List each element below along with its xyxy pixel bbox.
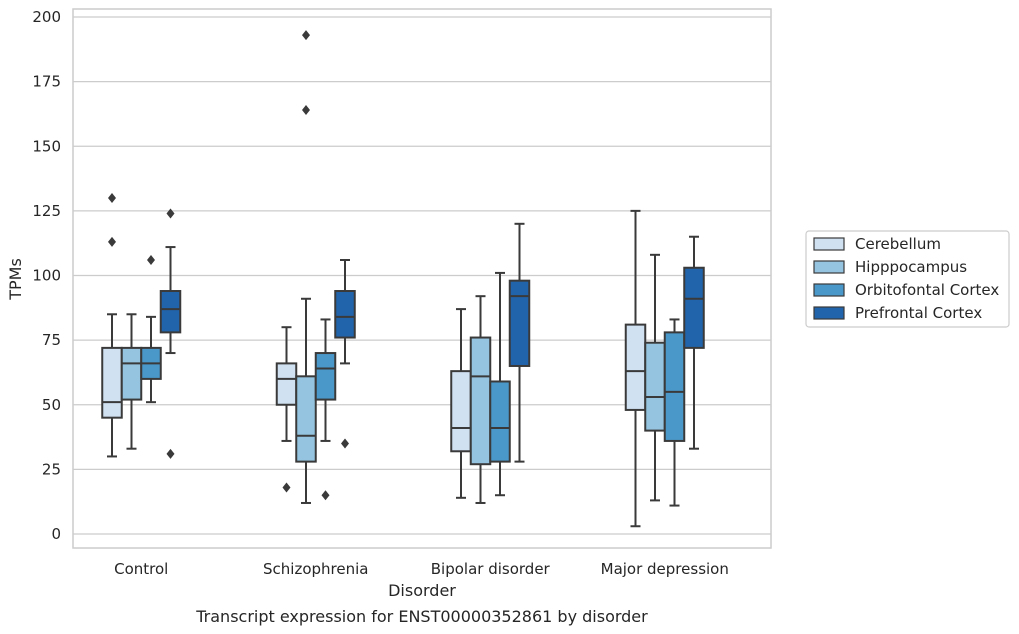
box-hipppocampus <box>295 30 317 504</box>
box-iqr <box>508 279 531 367</box>
box-orbitofontal-cortex <box>663 318 686 507</box>
box-orbitofontal-cortex <box>140 254 162 404</box>
outlier-point <box>108 236 116 247</box>
y-tick-label: 150 <box>32 137 61 155</box>
chart-caption: Transcript expression for ENST0000035286… <box>195 607 648 626</box>
outlier-point <box>282 482 291 493</box>
box-iqr <box>644 341 666 432</box>
legend-label: Orbitofontal Cortex <box>855 281 999 299</box>
box-cerebellum <box>275 326 298 493</box>
box-iqr <box>469 336 492 466</box>
box-prefrontal-cortex <box>159 208 182 459</box>
y-tick-label: 25 <box>42 460 61 478</box>
y-axis-title: TPMs <box>6 258 25 301</box>
box-prefrontal-cortex <box>508 222 531 463</box>
box-iqr <box>120 346 143 401</box>
gridlines <box>73 16 771 535</box>
box-prefrontal-cortex <box>683 235 705 450</box>
legend-frame <box>805 230 1010 328</box>
y-tick-label: 175 <box>32 73 61 91</box>
y-tick-label: 50 <box>42 396 61 414</box>
box-iqr <box>663 331 686 442</box>
outlier-point <box>166 448 175 459</box>
plot-area-frame <box>72 8 772 549</box>
y-tick-label: 125 <box>32 202 61 220</box>
legend-label: Hipppocampus <box>855 258 967 276</box>
box-iqr <box>334 290 356 339</box>
box-prefrontal-cortex <box>334 258 356 449</box>
box-cerebellum <box>101 192 123 458</box>
y-axis-ticks: 0 25 50 75 100 125 150 175 200 <box>32 8 61 543</box>
y-tick-label: 100 <box>32 267 61 285</box>
box-iqr <box>489 380 511 463</box>
legend-swatch <box>813 306 845 320</box>
box-iqr <box>683 266 705 349</box>
legend-swatch <box>813 260 845 274</box>
y-tick-label: 0 <box>51 525 61 543</box>
box-iqr <box>624 323 647 411</box>
box-hipppocampus <box>644 253 666 502</box>
box-iqr <box>314 352 337 401</box>
y-tick-label: 200 <box>32 8 61 26</box>
legend-swatch <box>813 283 845 297</box>
legend-label: Cerebellum <box>855 235 941 253</box>
x-tick-label: Control <box>114 560 168 578</box>
box-orbitofontal-cortex <box>314 318 337 501</box>
outlier-point <box>147 254 155 265</box>
outlier-point <box>321 490 330 501</box>
x-axis-title: Disorder <box>388 581 456 600</box>
x-tick-label: Major depression <box>601 560 729 578</box>
outlier-point <box>108 192 116 203</box>
outlier-point <box>302 30 310 41</box>
legend: Cerebellum Hipppocampus Orbitofontal Corte… <box>805 230 1010 328</box>
legend-label: Prefrontal Cortex <box>855 304 982 322</box>
x-axis-ticks: Control Schizophrenia Bipolar disorder Majo… <box>114 560 729 578</box>
outlier-point <box>166 208 175 219</box>
legend-swatch <box>813 237 845 251</box>
x-tick-label: Bipolar disorder <box>431 560 551 578</box>
box-iqr <box>101 346 123 419</box>
box-orbitofontal-cortex <box>489 271 511 497</box>
outlier-point <box>341 438 349 449</box>
y-tick-label: 75 <box>42 331 61 349</box>
box-hipppocampus <box>120 313 143 450</box>
outlier-point <box>302 105 310 116</box>
box-hipppocampus <box>469 295 492 504</box>
box-iqr <box>295 375 317 463</box>
box-iqr <box>450 370 472 453</box>
box-series <box>101 30 705 528</box>
box-iqr <box>275 362 298 406</box>
box-iqr <box>159 290 182 334</box>
box-cerebellum <box>450 308 472 499</box>
x-tick-label: Schizophrenia <box>263 560 368 578</box>
box-cerebellum <box>624 209 647 528</box>
